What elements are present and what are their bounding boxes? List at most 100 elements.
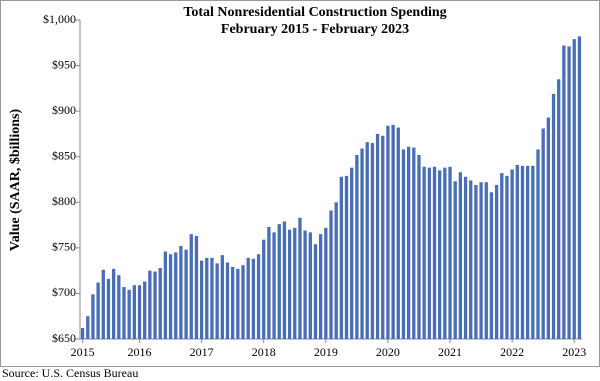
bar	[551, 93, 556, 339]
bar	[127, 289, 131, 339]
bar	[453, 181, 457, 339]
bar	[546, 117, 551, 339]
chart-title: Total Nonresidential Construction Spendi…	[183, 5, 446, 20]
bar	[293, 227, 297, 339]
bar	[303, 230, 307, 339]
bar	[541, 128, 545, 339]
bar	[526, 165, 530, 339]
bar	[412, 147, 416, 339]
bar	[220, 255, 224, 339]
bar	[137, 285, 142, 339]
bar	[189, 234, 193, 339]
bar	[163, 251, 168, 339]
bar	[432, 166, 437, 339]
bar	[179, 246, 183, 339]
y-axis-label: Value (SAAR, $billions)	[8, 109, 23, 252]
bar	[158, 267, 162, 339]
bar	[469, 180, 473, 339]
y-tick-label: $800	[52, 194, 76, 208]
y-tick-label: $1,000	[43, 12, 76, 26]
bar	[510, 169, 514, 339]
x-tick-label: 2017	[190, 345, 214, 359]
bar	[375, 133, 380, 339]
bar	[225, 262, 230, 339]
x-tick-label: 2018	[252, 345, 276, 359]
bar	[111, 268, 116, 339]
bar	[267, 226, 271, 339]
bar	[438, 170, 442, 339]
bar	[427, 167, 431, 339]
bar	[106, 278, 111, 339]
bar	[199, 260, 204, 339]
bar	[168, 254, 173, 339]
bar	[360, 148, 364, 339]
bar	[324, 227, 328, 339]
bar	[91, 294, 95, 339]
bar	[184, 249, 188, 339]
bar	[251, 258, 256, 339]
bar	[355, 154, 359, 339]
source-note: Source: U.S. Census Bureau	[2, 366, 138, 380]
bar	[210, 257, 214, 339]
bar	[298, 217, 302, 339]
bar	[339, 176, 344, 339]
bar	[350, 167, 354, 339]
bar	[365, 142, 369, 339]
bar	[308, 232, 312, 339]
bar	[370, 143, 375, 339]
bar	[132, 285, 136, 339]
bar	[277, 224, 281, 339]
bar	[396, 127, 400, 339]
bar	[536, 149, 540, 339]
bar	[262, 239, 266, 339]
bar	[318, 234, 323, 339]
bar	[484, 182, 488, 339]
bar	[241, 265, 245, 339]
x-tick-label: 2019	[314, 345, 338, 359]
bar	[448, 166, 452, 339]
bar	[494, 184, 499, 339]
y-tick-label: $700	[52, 285, 76, 299]
bar	[422, 166, 426, 339]
y-tick-label: $750	[52, 240, 76, 254]
bar	[562, 45, 566, 340]
bar	[282, 221, 287, 339]
bar	[572, 39, 576, 339]
bar	[205, 257, 209, 339]
bar	[194, 236, 199, 339]
x-tick-label: 2016	[128, 345, 152, 359]
bar	[381, 135, 385, 339]
bar	[406, 146, 411, 339]
bar	[153, 271, 157, 339]
bar	[334, 202, 338, 339]
bar	[520, 165, 525, 339]
x-tick-label: 2015	[71, 345, 95, 359]
bar	[474, 184, 478, 339]
y-tick-label: $900	[52, 103, 76, 117]
bar	[86, 316, 90, 339]
y-tick-label: $950	[52, 57, 76, 71]
chart-subtitle: February 2015 - February 2023	[221, 22, 409, 37]
bar	[101, 269, 105, 339]
bar	[515, 164, 519, 339]
bar	[117, 275, 121, 339]
bar	[148, 270, 152, 339]
y-tick-label: $650	[52, 331, 76, 345]
bar	[231, 266, 235, 339]
bar	[489, 192, 494, 339]
bar	[287, 229, 292, 339]
bar	[272, 232, 276, 339]
bar	[246, 257, 250, 339]
bar	[143, 281, 147, 339]
bar	[174, 252, 178, 339]
bar	[386, 125, 390, 340]
bar	[577, 36, 582, 340]
bar	[329, 210, 333, 339]
bar	[96, 282, 100, 339]
bar	[479, 182, 483, 339]
bar	[458, 172, 463, 339]
bar	[236, 268, 240, 339]
bar	[401, 149, 406, 339]
bar	[122, 287, 126, 339]
x-tick-label: 2020	[376, 345, 400, 359]
